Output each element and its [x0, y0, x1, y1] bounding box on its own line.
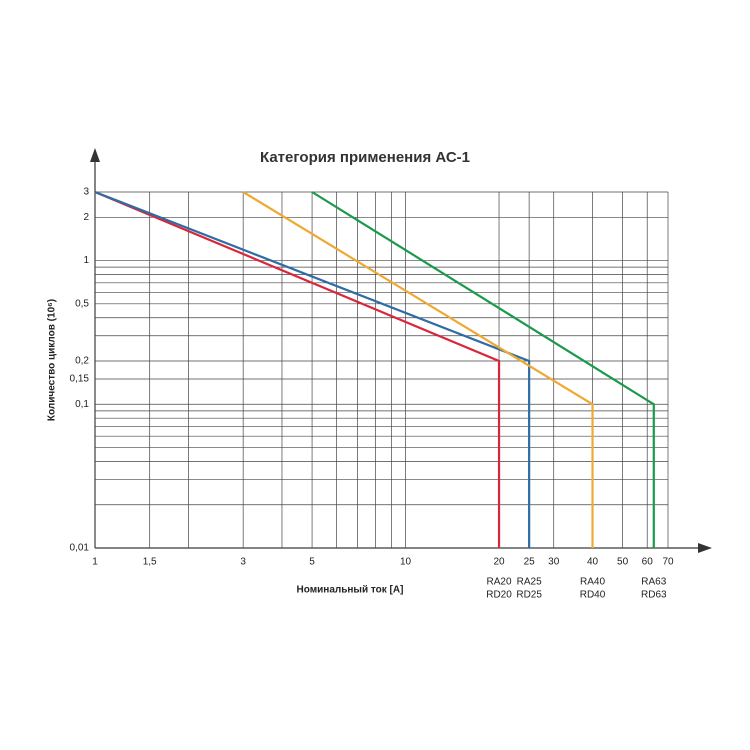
- series-label: RD63: [641, 590, 667, 601]
- x-tick-label: 60: [642, 557, 654, 568]
- y-tick-label: 1: [83, 255, 89, 266]
- x-tick-label: 3: [240, 557, 246, 568]
- y-tick-label: 0,01: [70, 543, 90, 554]
- series-line: [94, 190, 531, 548]
- x-axis-label: Номинальный ток [A]: [297, 585, 404, 596]
- x-tick-label: 1: [92, 557, 98, 568]
- x-tick-label: 25: [524, 557, 536, 568]
- x-tick-label: 50: [617, 557, 629, 568]
- series-line: [311, 191, 655, 548]
- y-axis-label: Количество циклов (10⁶): [47, 299, 58, 421]
- series-line: [242, 191, 594, 548]
- series-label: RD20: [486, 590, 512, 601]
- series-label: RA40: [580, 577, 605, 588]
- y-tick-label: 2: [83, 212, 89, 223]
- y-tick-label: 0,15: [70, 374, 90, 385]
- chart-title: Категория применения АС-1: [260, 149, 470, 166]
- y-tick-label: 3: [83, 187, 89, 198]
- x-axis-arrow: [698, 543, 712, 553]
- x-tick-label: 40: [587, 557, 599, 568]
- x-tick-label: 10: [400, 557, 412, 568]
- y-tick-label: 0,5: [75, 298, 89, 309]
- x-tick-label: 1,5: [143, 557, 157, 568]
- series-label: RD25: [516, 590, 542, 601]
- series-label: RA63: [641, 577, 666, 588]
- x-tick-label: 70: [662, 557, 674, 568]
- series-label: RA20: [487, 577, 512, 588]
- series-label: RD40: [580, 590, 606, 601]
- y-tick-label: 0,2: [75, 356, 89, 367]
- x-tick-label: 20: [493, 557, 505, 568]
- x-tick-label: 30: [548, 557, 560, 568]
- x-tick-label: 5: [309, 557, 315, 568]
- series-line: [94, 190, 501, 548]
- series-label: RA25: [517, 577, 542, 588]
- y-axis-arrow: [90, 148, 100, 162]
- y-tick-label: 0,1: [75, 399, 89, 410]
